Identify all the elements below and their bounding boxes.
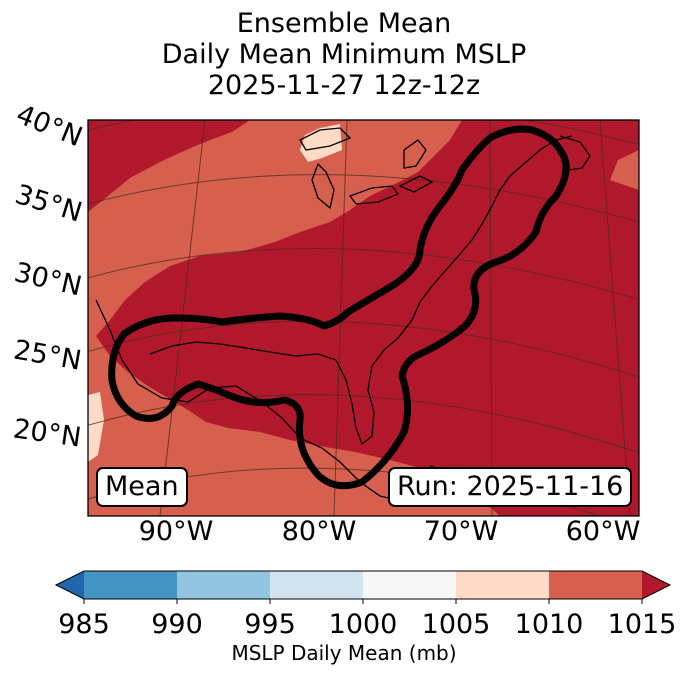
map-area — [88, 120, 639, 516]
mslp-contour — [108, 125, 570, 490]
field-1000-1005-lakes — [300, 124, 342, 162]
title-line-2: Daily Mean Minimum MSLP — [161, 39, 527, 70]
colorbar-bin-1010-1015 — [549, 571, 642, 599]
run-date-box: Run: 2025-11-16 — [388, 467, 633, 507]
colorbar-ticks — [83, 599, 643, 604]
colorbar-tick-985: 985 — [58, 609, 110, 640]
colorbar-tick-995: 995 — [244, 609, 296, 640]
lat-label-25n: 25°N — [11, 334, 83, 376]
lon-label-60w: 60°W — [566, 516, 641, 547]
colorbar-bin-1000-1005 — [363, 571, 456, 599]
field-1010-1015-north — [88, 120, 250, 212]
colorbar-tick-1000: 1000 — [329, 609, 398, 640]
colorbar-bin-995-1000 — [270, 571, 363, 599]
lon-label-80w: 80°W — [282, 516, 357, 547]
colorbar-low-extension — [56, 571, 84, 599]
colorbar-bin-985-990 — [84, 571, 177, 599]
lat-label-20n: 20°N — [11, 413, 83, 453]
colorbar-label: MSLP Daily Mean (mb) — [231, 641, 457, 665]
colorbar-high-extension — [642, 571, 670, 599]
map-frame — [87, 119, 640, 517]
title-line-1: Ensemble Mean — [236, 8, 452, 39]
colorbar-tick-990: 990 — [151, 609, 203, 640]
colorbar-bin-1005-1010 — [456, 571, 549, 599]
colorbar-tick-1015: 1015 — [608, 609, 677, 640]
lat-label-30n: 30°N — [11, 257, 84, 303]
field-1010-1015-central — [96, 120, 639, 516]
colorbar: 985 990 995 1000 1005 1010 1015 — [54, 570, 677, 640]
colorbar-tick-1005: 1005 — [422, 609, 491, 640]
colorbar-tick-1010: 1010 — [515, 609, 584, 640]
field-1000-1005-southwest — [88, 392, 104, 462]
title-line-3: 2025-11-27 12z-12z — [207, 70, 481, 101]
mean-label-box: Mean — [96, 467, 188, 507]
colorbar-bin-990-995 — [177, 571, 270, 599]
lat-label-40n: 40°N — [12, 99, 87, 153]
lat-label-35n: 35°N — [11, 179, 85, 229]
lon-label-90w: 90°W — [139, 516, 214, 547]
lon-label-70w: 70°W — [424, 516, 499, 547]
